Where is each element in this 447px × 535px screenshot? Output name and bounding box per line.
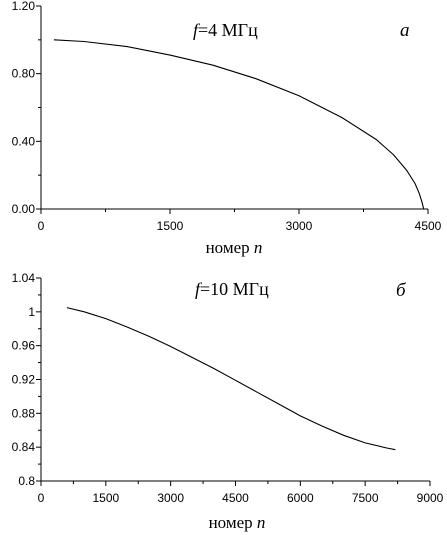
panel-a-letter: а — [400, 20, 410, 41]
panel-b-x-tick-label: 9000 — [417, 491, 444, 505]
panel-b-letter: б — [396, 280, 407, 301]
panel-a-x-tick-label: 0 — [38, 219, 45, 233]
panel-b-x-tick-label: 6000 — [287, 491, 314, 505]
panel-b-x-tick-label: 0 — [38, 491, 45, 505]
panel-a-y-tick-label: 0.80 — [12, 67, 36, 81]
panel-a-f-symbol: f — [193, 20, 201, 40]
panel-a-x-axis-title-prefix: номер — [206, 238, 254, 257]
panel-a-x-tick-label: 1500 — [157, 219, 184, 233]
panel-b-frequency-annotation: f=10 МГц — [195, 279, 269, 299]
panel-b-chart: f=10 МГц б номер n 0.8 0.84 0.88 0.92 0.96 1 1… — [12, 271, 444, 532]
panel-b-x-tick-label: 7500 — [352, 491, 379, 505]
panel-b-y-tick-label: 0.8 — [18, 474, 35, 488]
panel-b-x-tick-label: 4500 — [222, 491, 249, 505]
panel-b-plot-area: 0.8 0.84 0.88 0.92 0.96 1 1.04 0 1500 3000 4500 600… — [12, 271, 444, 505]
panel-b-y-tick-label: 1.04 — [12, 271, 36, 285]
panel-a-x-axis-title-var: n — [254, 238, 263, 257]
panel-a-chart: f=4 МГц а номер n 0.00 0.40 0.80 1.20 0 1500 3… — [12, 0, 442, 257]
panel-a-frequency-annotation: f=4 МГц — [193, 20, 258, 40]
panel-a-x-axis-title: номер n — [206, 238, 263, 257]
panel-b-x-axis-title-var: n — [257, 513, 266, 532]
panel-b-x-axis-title: номер n — [209, 513, 266, 532]
panel-a-plot-area: 0.00 0.40 0.80 1.20 0 1500 3000 4500 — [12, 0, 442, 233]
panel-b-x-tick-label: 3000 — [157, 491, 184, 505]
panel-a-x-tick-label: 4500 — [415, 219, 442, 233]
panel-b-y-tick-label: 0.88 — [12, 406, 36, 420]
panel-a-series-line — [53, 39, 425, 210]
panel-a-y-tick-label: 0.40 — [12, 134, 36, 148]
panel-a-annotation-text: =4 МГц — [198, 20, 258, 40]
panel-b-x-tick-label: 1500 — [92, 491, 119, 505]
panel-b-y-tick-label: 1 — [28, 305, 35, 319]
panel-b-y-tick-label: 0.96 — [12, 339, 36, 353]
panel-a-y-tick-label: 0.00 — [12, 202, 36, 216]
panel-a-x-tick-label: 3000 — [286, 219, 313, 233]
panel-b-series-line — [66, 307, 396, 451]
panel-b-y-tick-label: 0.84 — [12, 440, 36, 454]
panel-b-f-symbol: f — [195, 279, 203, 299]
panel-b-annotation-text: =10 МГц — [200, 279, 269, 299]
panel-b-x-axis-title-prefix: номер — [209, 513, 257, 532]
panel-b-y-tick-label: 0.92 — [12, 373, 36, 387]
panel-a-y-tick-label: 1.20 — [12, 0, 36, 13]
